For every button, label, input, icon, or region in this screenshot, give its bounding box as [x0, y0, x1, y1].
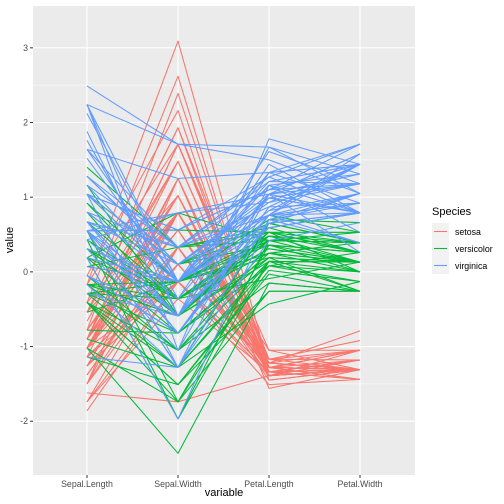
series-line-virginica [86, 163, 361, 248]
series-line-versicolor [86, 230, 361, 403]
series-line-versicolor [86, 282, 361, 351]
series-line-versicolor [86, 202, 361, 283]
series-line-virginica [86, 202, 361, 334]
x-tick-label: Petal.Width [338, 479, 383, 489]
y-axis: -2 -1 0 1 2 3 [20, 43, 33, 426]
series-line-virginica [86, 212, 361, 283]
legend-entry-versicolor: versicolor [432, 240, 493, 257]
series-line-virginica [86, 197, 361, 265]
legend-label: versicolor [455, 244, 493, 254]
x-axis-title: variable [205, 487, 244, 499]
series-line-virginica [86, 192, 361, 283]
plot-background [33, 6, 415, 475]
y-tick-label: -2 [20, 416, 28, 426]
series-line-virginica [86, 212, 361, 283]
series-line-setosa [86, 160, 361, 371]
legend: Species setosa versicolor virginica [432, 206, 493, 274]
series-line-setosa [86, 195, 361, 364]
series-line-versicolor [86, 273, 361, 386]
series-line-virginica [86, 104, 361, 175]
series-line-versicolor [86, 252, 361, 286]
series-line-virginica [86, 163, 361, 265]
x-tick-label: Sepal.Length [61, 479, 113, 489]
x-tick-label: Petal.Length [244, 479, 294, 489]
series-line-versicolor [86, 281, 361, 368]
series-line-virginica [86, 104, 361, 283]
series-line-virginica [86, 202, 361, 368]
series-line-setosa [86, 359, 361, 403]
legend-entry-setosa: setosa [432, 223, 481, 240]
y-tick-label: 2 [23, 118, 28, 128]
series-line-virginica [86, 163, 361, 241]
legend-title: Species [432, 206, 472, 218]
series-line-setosa [86, 246, 361, 403]
series-line-virginica [86, 153, 361, 265]
y-tick-label: -1 [20, 342, 28, 352]
series-line-virginica [86, 184, 361, 368]
series-line-setosa [86, 229, 361, 373]
legend-label: setosa [455, 227, 481, 237]
series-lines [86, 40, 361, 454]
series-line-virginica [86, 212, 361, 283]
y-tick-label: 3 [23, 43, 28, 53]
legend-label: virginica [455, 261, 487, 271]
series-virginica [86, 85, 361, 420]
series-line-versicolor [86, 239, 361, 313]
legend-entry-virginica: virginica [432, 257, 487, 274]
series-line-virginica [86, 149, 361, 248]
series-line-virginica [86, 219, 361, 420]
x-tick-label: Sepal.Width [154, 479, 202, 489]
series-line-virginica [86, 85, 361, 194]
series-line-virginica [86, 143, 361, 231]
y-tick-label: 1 [23, 192, 28, 202]
series-line-versicolor [86, 290, 360, 403]
series-line-virginica [86, 214, 361, 317]
series-line-virginica [86, 143, 361, 180]
y-tick-label: 0 [23, 267, 28, 277]
series-line-versicolor [86, 260, 361, 368]
x-axis: Sepal.Length Sepal.Width Petal.Length Petal… [61, 475, 383, 489]
y-axis-title: value [4, 227, 16, 253]
series-line-setosa [86, 281, 361, 412]
